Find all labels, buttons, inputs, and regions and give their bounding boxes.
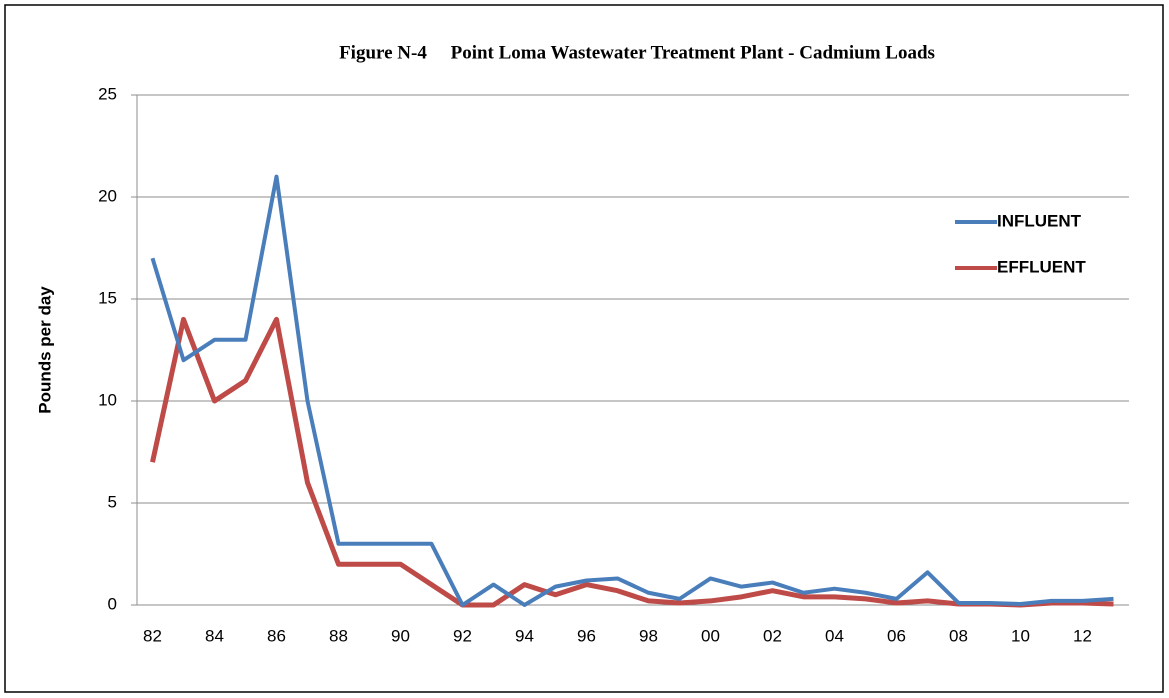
x-tick-label: 06 bbox=[887, 626, 906, 645]
y-tick-label: 20 bbox=[98, 186, 117, 205]
x-tick-label: 84 bbox=[205, 626, 224, 645]
x-tick-label: 86 bbox=[267, 626, 286, 645]
y-tick-label: 0 bbox=[108, 594, 117, 613]
x-tick-label: 98 bbox=[639, 626, 658, 645]
x-tick-label: 88 bbox=[329, 626, 348, 645]
y-tick-label: 5 bbox=[108, 492, 117, 511]
x-tick-label: 12 bbox=[1073, 626, 1092, 645]
x-tick-label: 92 bbox=[453, 626, 472, 645]
legend-label: INFLUENT bbox=[997, 211, 1082, 230]
x-tick-label: 10 bbox=[1011, 626, 1030, 645]
y-tick-label: 15 bbox=[98, 288, 117, 307]
y-axis-label: Pounds per day bbox=[35, 286, 54, 414]
y-tick-label: 10 bbox=[98, 390, 117, 409]
chart-title: Figure N-4 Point Loma Wastewater Treatme… bbox=[339, 42, 935, 63]
x-tick-label: 94 bbox=[515, 626, 534, 645]
legend-label: EFFLUENT bbox=[997, 257, 1086, 276]
x-tick-label: 96 bbox=[577, 626, 596, 645]
x-tick-label: 82 bbox=[143, 626, 162, 645]
x-tick-label: 02 bbox=[763, 626, 782, 645]
x-tick-label: 90 bbox=[391, 626, 410, 645]
x-tick-label: 04 bbox=[825, 626, 844, 645]
series-line bbox=[150, 174, 1114, 607]
x-tick-label: 00 bbox=[701, 626, 720, 645]
y-tick-label: 25 bbox=[98, 84, 117, 103]
series-line bbox=[150, 316, 1114, 608]
x-tick-label: 08 bbox=[949, 626, 968, 645]
